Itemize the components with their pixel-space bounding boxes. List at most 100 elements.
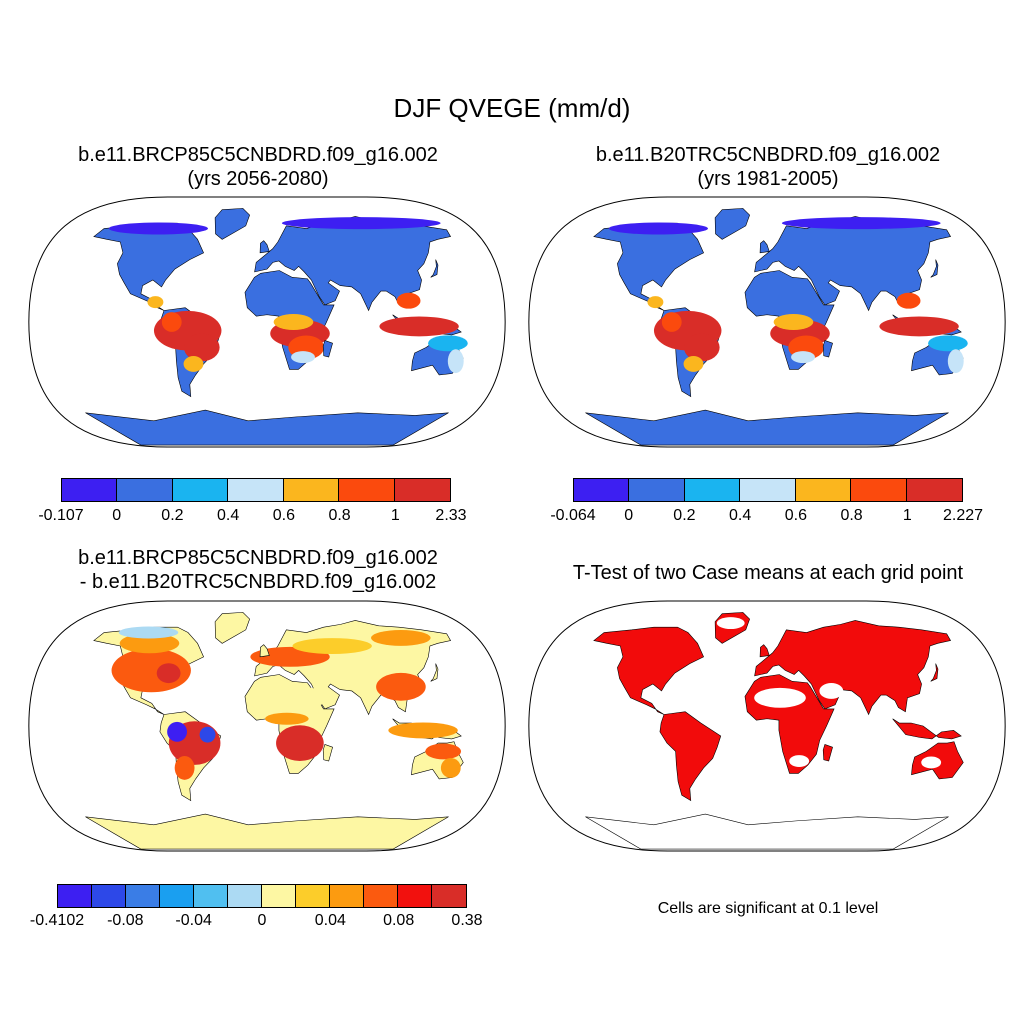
panel-future-title-case: b.e11.BRCP85C5CNBDRD.f09_g16.002 [78, 144, 438, 166]
value-patch [108, 222, 208, 235]
colorbar-historical-labels: -0.064 0 0.2 0.4 0.6 0.8 1 2.227 [550, 507, 983, 527]
colorbar-swatch [684, 479, 741, 501]
value-patch [781, 217, 941, 230]
land-northAmerica [93, 222, 204, 311]
land-antarctica [85, 409, 449, 446]
insignificant-area [754, 687, 806, 708]
colorbar-swatch [172, 479, 229, 501]
value-patch [608, 222, 708, 235]
colorbar-difference [57, 884, 467, 908]
map-boundary [28, 196, 506, 448]
map-historical [528, 196, 1006, 448]
value-patch [118, 626, 179, 639]
colorbar-swatch [906, 479, 962, 501]
value-patch [440, 758, 461, 778]
land-madagascar [322, 744, 333, 762]
colorbar-tick-label: 0.38 [451, 912, 483, 929]
value-patch [273, 314, 314, 330]
colorbar-swatch [740, 479, 796, 501]
insignificant-area [921, 756, 942, 769]
value-patch [388, 722, 458, 739]
colorbar-tick-label: 0.04 [314, 912, 346, 929]
colorbar-tick-label: 0.8 [840, 507, 863, 524]
land-uk [259, 240, 270, 254]
insignificant-area [716, 617, 745, 630]
map-land-layer [85, 612, 464, 850]
value-patch [791, 351, 815, 364]
value-patch [264, 712, 309, 725]
value-patch [928, 335, 968, 352]
colorbar-swatch [117, 479, 173, 501]
value-patch [281, 217, 441, 230]
significance-note: Cells are significant at 0.1 level [657, 900, 879, 917]
land-greenland [214, 612, 250, 644]
map-boundary [28, 600, 506, 852]
colorbar-swatch [227, 885, 262, 907]
value-patch [683, 333, 720, 362]
value-patch [167, 721, 187, 742]
value-patch [447, 349, 464, 374]
panel-ttest-title: T-Test of two Case means at each grid po… [516, 561, 1020, 585]
land-japan [930, 259, 939, 278]
insignificant-area [789, 755, 810, 768]
value-patch [174, 756, 195, 780]
map-boundary [528, 196, 1006, 448]
land-madagascar [822, 340, 833, 358]
map-future [28, 196, 506, 448]
land-japan [930, 663, 939, 682]
colorbar-difference-labels: -0.4102 -0.08 -0.04 0 0.04 0.08 0.38 [30, 912, 483, 932]
colorbar-swatch [339, 479, 395, 501]
colorbar-tick-label: 1 [902, 507, 912, 524]
colorbar-future-labels: -0.107 0 0.2 0.4 0.6 0.8 1 2.33 [38, 507, 466, 527]
panel-difference-title-line1: b.e11.BRCP85C5CNBDRD.f09_g16.002 [78, 547, 438, 569]
panel-difference-title: b.e11.BRCP85C5CNBDRD.f09_g16.002 - b.e11… [0, 546, 516, 594]
land-uk [759, 240, 770, 254]
map-land-layer [585, 612, 964, 850]
value-patch [276, 725, 324, 761]
colorbar-historical [573, 478, 963, 502]
colorbar-swatch [851, 479, 907, 501]
land-uk [759, 644, 770, 658]
value-patch [683, 355, 704, 372]
value-patch [379, 316, 459, 337]
colorbar-tick-label: -0.107 [38, 507, 84, 524]
land-indonesia [892, 718, 962, 740]
colorbar-tick-label: 0.2 [161, 507, 184, 524]
colorbar-tick-label: 0.4 [217, 507, 240, 524]
colorbar-swatch [261, 885, 296, 907]
land-madagascar [822, 744, 833, 762]
value-patch [156, 663, 181, 684]
figure-title: DJF QVEGE (mm/d) [393, 93, 631, 123]
value-patch [428, 335, 468, 352]
colorbar-future [61, 478, 451, 502]
colorbar-swatch [228, 479, 284, 501]
colorbar-tick-label: 2.227 [942, 507, 984, 524]
land-uk [259, 644, 270, 658]
land-northAmerica [593, 222, 704, 311]
colorbar-swatch [397, 885, 432, 907]
colorbar-swatch [62, 479, 118, 501]
land-japan [430, 663, 439, 682]
colorbar-tick-label: -0.04 [175, 912, 212, 929]
map-land-layer [85, 208, 468, 446]
value-patch [147, 296, 164, 309]
panel-historical-title: b.e11.B20TRC5CNBDRD.f09_g16.002 (yrs 198… [516, 143, 1020, 191]
value-patch [371, 629, 431, 646]
colorbar-tick-label: 0.8 [328, 507, 351, 524]
colorbar-swatch [193, 885, 228, 907]
value-patch [661, 312, 682, 332]
land-antarctica [585, 813, 949, 850]
colorbar-swatch [329, 885, 364, 907]
value-patch [425, 743, 462, 760]
panel-ttest-title-text: T-Test of two Case means at each grid po… [572, 562, 964, 584]
value-patch [647, 296, 664, 309]
land-antarctica [585, 409, 949, 446]
panel-difference-title-line2: - b.e11.B20TRC5CNBDRD.f09_g16.002 [79, 571, 437, 593]
value-patch [947, 349, 964, 374]
panel-future-title: b.e11.BRCP85C5CNBDRD.f09_g16.002 (yrs 20… [0, 143, 516, 191]
colorbar-tick-label: 0 [112, 507, 122, 524]
map-boundary [528, 600, 1006, 852]
value-patch [258, 685, 328, 710]
value-patch [161, 312, 182, 332]
map-ttest [528, 600, 1006, 852]
